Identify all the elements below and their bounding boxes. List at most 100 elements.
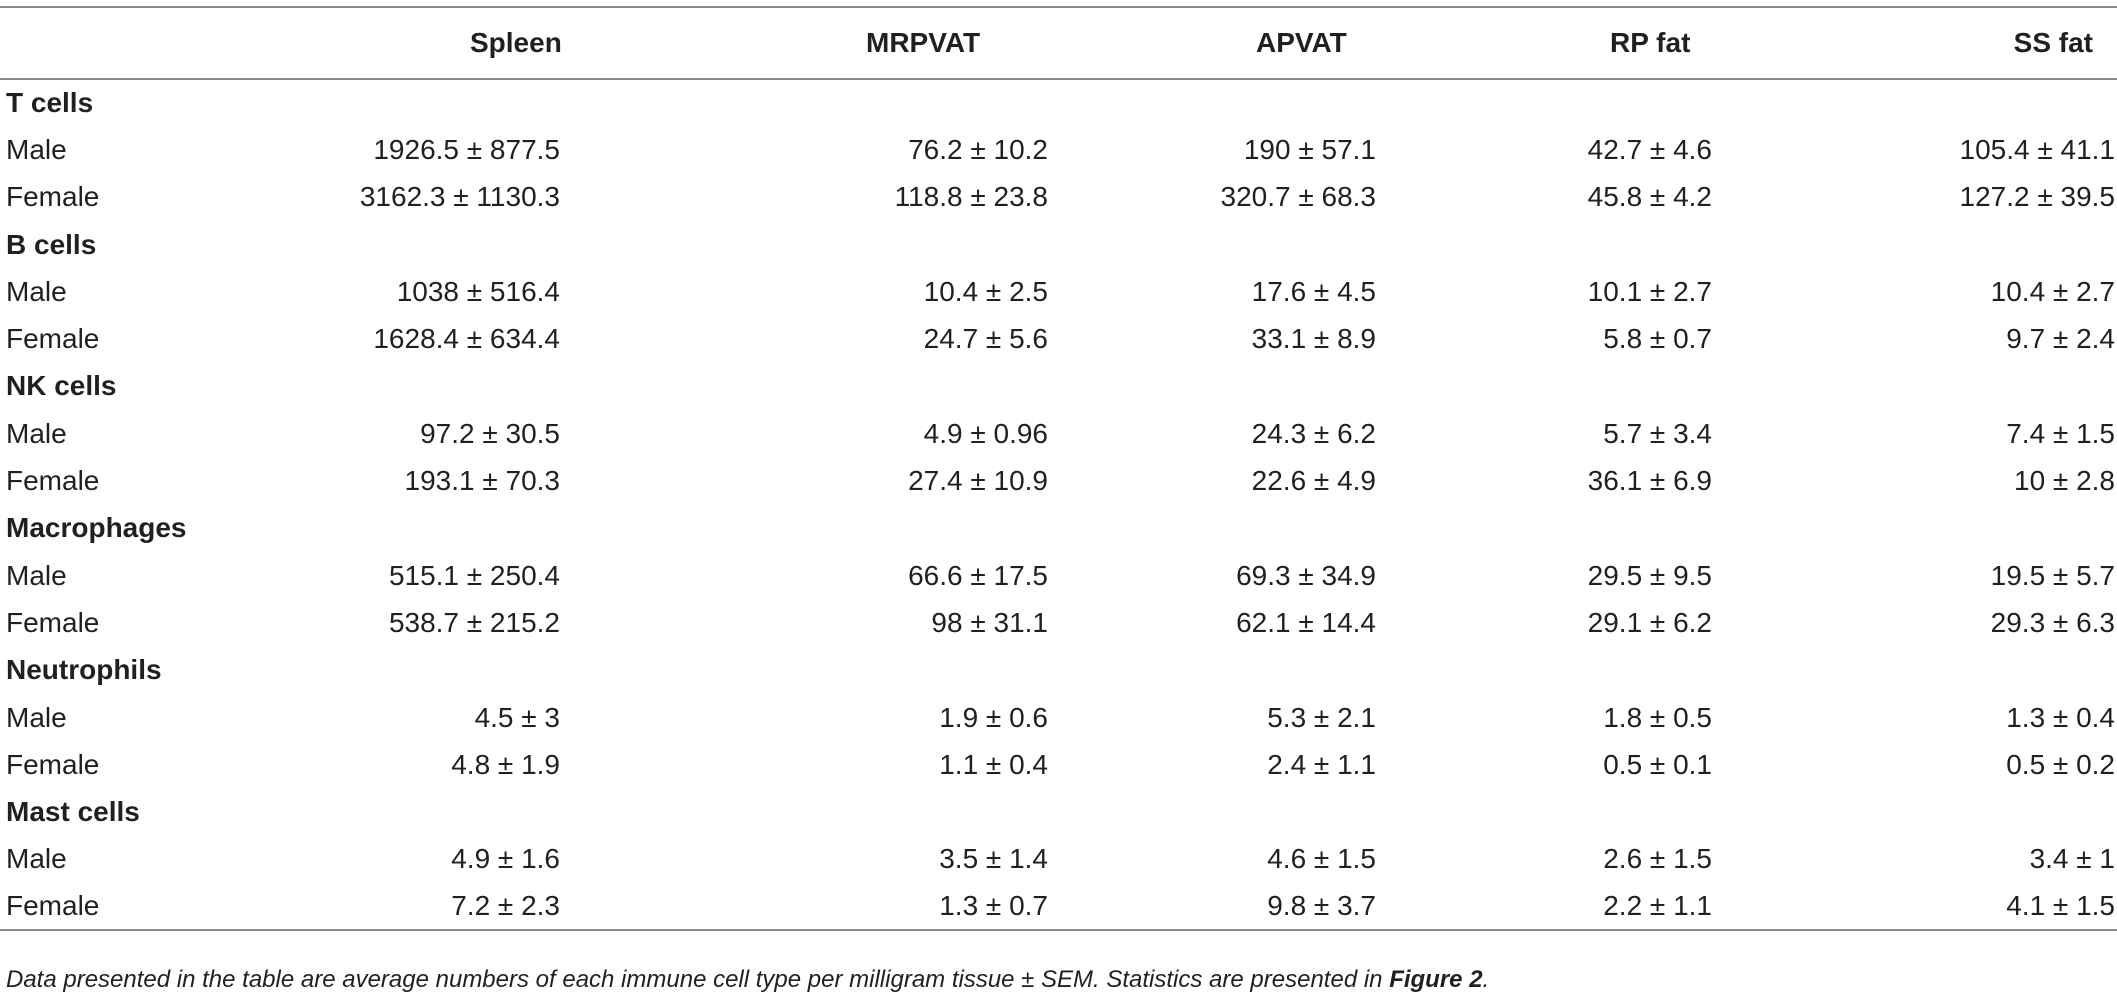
group-title: NK cells — [6, 370, 117, 402]
table-cell: 2.6 ± 1.5 — [1603, 843, 1712, 875]
table-row: Female 3162.3 ± 1130.3 118.8 ± 23.8 320.7 ±… — [0, 174, 2117, 221]
table-cell: 5.8 ± 0.7 — [1603, 323, 1712, 355]
group-title: B cells — [6, 228, 97, 260]
table-cell: 0.5 ± 0.1 — [1603, 748, 1712, 780]
table-cell: 4.9 ± 0.96 — [923, 417, 1048, 449]
table-cell: 1038 ± 516.4 — [396, 275, 560, 307]
table-cell: 320.7 ± 68.3 — [1220, 181, 1377, 213]
footnote-text: Data presented in the table are average … — [6, 966, 1390, 993]
group-title: T cells — [6, 87, 94, 119]
group-row: B cells — [0, 221, 2117, 268]
table-header-row: Spleen MRPVAT APVAT RP fat SS fat — [0, 7, 2117, 79]
table-cell: 29.3 ± 6.3 — [1990, 606, 2115, 638]
table-cell: 5.3 ± 2.1 — [1267, 701, 1376, 733]
table-cell: 45.8 ± 4.2 — [1587, 181, 1712, 213]
table-cell: 1926.5 ± 877.5 — [373, 133, 560, 165]
table-cell: 24.3 ± 6.2 — [1251, 417, 1376, 449]
table-cell: 29.1 ± 6.2 — [1587, 606, 1712, 638]
table-cell: 1.3 ± 0.7 — [939, 890, 1048, 922]
row-label: Female — [6, 606, 100, 638]
footnote-end: . — [1482, 966, 1490, 993]
immune-cells-table: Spleen MRPVAT APVAT RP fat SS fat T cell… — [0, 6, 2117, 931]
table-cell: 10 ± 2.8 — [2014, 465, 2115, 497]
table-cell: 22.6 ± 4.9 — [1251, 465, 1376, 497]
table-cell: 3.5 ± 1.4 — [939, 843, 1048, 875]
table-cell: 118.8 ± 23.8 — [894, 181, 1048, 213]
row-label: Male — [6, 417, 67, 449]
table-cell: 2.4 ± 1.1 — [1267, 748, 1376, 780]
row-label: Female — [6, 181, 100, 213]
table-cell: 193.1 ± 70.3 — [404, 465, 561, 497]
table-cell: 27.4 ± 10.9 — [908, 465, 1048, 497]
table-cell: 4.1 ± 1.5 — [2006, 890, 2115, 922]
table-cell: 19.5 ± 5.7 — [1990, 559, 2115, 591]
group-title: Mast cells — [6, 796, 140, 828]
table-cell: 10.4 ± 2.7 — [1990, 275, 2115, 307]
table-row: Female 1628.4 ± 634.4 24.7 ± 5.6 33.1 ± 8.9… — [0, 315, 2117, 362]
table-cell: 10.4 ± 2.5 — [923, 275, 1048, 307]
table-cell: 1.8 ± 0.5 — [1603, 701, 1712, 733]
group-row: T cells — [0, 79, 2117, 126]
row-label: Male — [6, 133, 67, 165]
group-row: NK cells — [0, 363, 2117, 410]
table-cell: 98 ± 31.1 — [931, 606, 1048, 638]
table-cell: 33.1 ± 8.9 — [1251, 323, 1376, 355]
table-row: Female 193.1 ± 70.3 27.4 ± 10.9 22.6 ± 4.9 3… — [0, 457, 2117, 504]
table-cell: 69.3 ± 34.9 — [1236, 559, 1376, 591]
footnote-figure-ref: Figure 2 — [1389, 966, 1483, 993]
table-cell: 4.5 ± 3 — [474, 701, 560, 733]
table-row: Female 4.8 ± 1.9 1.1 ± 0.4 2.4 ± 1.1 0.5 ± 0… — [0, 741, 2117, 788]
row-label: Female — [6, 323, 100, 355]
table-cell: 1.3 ± 0.4 — [2006, 701, 2115, 733]
header-ss-fat: SS fat — [2013, 27, 2093, 58]
group-row: Macrophages — [0, 505, 2117, 552]
table-cell: 9.7 ± 2.4 — [2006, 323, 2115, 355]
table-cell: 0.5 ± 0.2 — [2006, 748, 2115, 780]
table-footnote: Data presented in the table are average … — [6, 966, 1489, 994]
header-spleen: Spleen — [470, 27, 562, 58]
row-label: Male — [6, 843, 67, 875]
table-cell: 7.4 ± 1.5 — [2006, 417, 2115, 449]
row-label: Female — [6, 890, 100, 922]
table-row: Female 538.7 ± 215.2 98 ± 31.1 62.1 ± 14.4 2… — [0, 599, 2117, 646]
table-cell: 515.1 ± 250.4 — [388, 559, 560, 591]
table-cell: 29.5 ± 9.5 — [1587, 559, 1712, 591]
table-row: Male 1926.5 ± 877.5 76.2 ± 10.2 190 ± 57.1 4… — [0, 126, 2117, 173]
table-cell: 76.2 ± 10.2 — [908, 133, 1048, 165]
table-cell: 3.4 ± 1 — [2029, 843, 2115, 875]
table-cell: 4.8 ± 1.9 — [451, 748, 560, 780]
group-title: Neutrophils — [6, 654, 162, 686]
data-table-container: Spleen MRPVAT APVAT RP fat SS fat T cell… — [0, 6, 2117, 931]
table-cell: 97.2 ± 30.5 — [420, 417, 560, 449]
table-cell: 17.6 ± 4.5 — [1251, 275, 1376, 307]
table-cell: 1.1 ± 0.4 — [939, 748, 1048, 780]
table-cell: 538.7 ± 215.2 — [388, 606, 560, 638]
table-row: Male 97.2 ± 30.5 4.9 ± 0.96 24.3 ± 6.2 5.7 ±… — [0, 410, 2117, 457]
group-title: Macrophages — [6, 512, 187, 544]
table-cell: 1628.4 ± 634.4 — [373, 323, 560, 355]
table-row: Female 7.2 ± 2.3 1.3 ± 0.7 9.8 ± 3.7 2.2 ± 1… — [0, 883, 2117, 931]
table-cell: 66.6 ± 17.5 — [908, 559, 1048, 591]
group-row: Neutrophils — [0, 647, 2117, 694]
table-cell: 5.7 ± 3.4 — [1603, 417, 1712, 449]
row-label: Male — [6, 701, 67, 733]
row-label: Female — [6, 748, 100, 780]
table-cell: 62.1 ± 14.4 — [1236, 606, 1376, 638]
table-cell: 24.7 ± 5.6 — [923, 323, 1048, 355]
table-row: Male 515.1 ± 250.4 66.6 ± 17.5 69.3 ± 34.9 2… — [0, 552, 2117, 599]
header-corner — [0, 7, 300, 79]
header-rp-fat: RP fat — [1610, 27, 1691, 58]
table-cell: 3162.3 ± 1130.3 — [359, 181, 560, 213]
header-mrpvat: MRPVAT — [866, 27, 981, 58]
table-cell: 105.4 ± 41.1 — [1959, 133, 2116, 165]
group-row: Mast cells — [0, 788, 2117, 835]
table-cell: 2.2 ± 1.1 — [1603, 890, 1712, 922]
table-cell: 127.2 ± 39.5 — [1959, 181, 2116, 213]
row-label: Male — [6, 275, 67, 307]
table-row: Male 4.9 ± 1.6 3.5 ± 1.4 4.6 ± 1.5 2.6 ± 1.5… — [0, 836, 2117, 883]
header-apvat: APVAT — [1256, 27, 1347, 58]
row-label: Female — [6, 465, 100, 497]
table-cell: 10.1 ± 2.7 — [1587, 275, 1712, 307]
table-cell: 4.9 ± 1.6 — [451, 843, 560, 875]
table-row: Male 1038 ± 516.4 10.4 ± 2.5 17.6 ± 4.5 10.1… — [0, 268, 2117, 315]
